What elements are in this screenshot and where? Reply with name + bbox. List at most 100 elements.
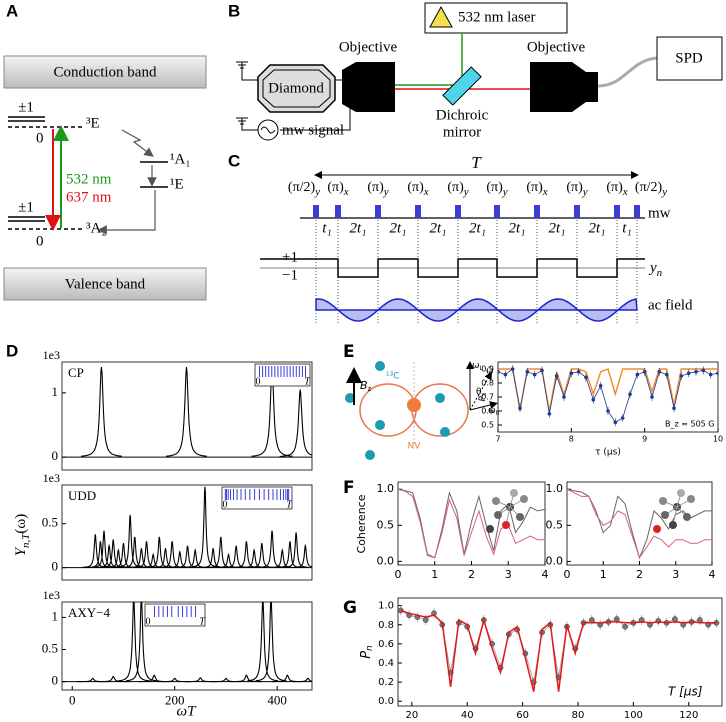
pulse-label: (π)x xyxy=(407,180,428,197)
plot-area xyxy=(398,605,720,692)
plot-frame xyxy=(566,481,713,566)
x-tick-label: 10 xyxy=(713,435,723,444)
peak xyxy=(279,389,312,458)
x-tick-label: 7 xyxy=(495,435,500,444)
pulse-angle: (π) xyxy=(367,180,384,195)
vector xyxy=(469,401,498,411)
reference-line xyxy=(398,488,545,559)
nv-center xyxy=(407,398,421,412)
pulse-label: (π)x xyxy=(606,180,627,197)
y-tick-label: 0.0 xyxy=(546,554,564,567)
objective-label: Objective xyxy=(527,39,586,55)
offset-label: 1e3 xyxy=(43,471,60,485)
inset-label: T xyxy=(286,499,293,510)
ac-field xyxy=(315,298,638,322)
data-point xyxy=(398,607,404,614)
level-label: 0 xyxy=(36,130,44,146)
y-tick-label: 0 xyxy=(52,559,59,574)
period-label: T xyxy=(471,153,482,172)
coupled-line xyxy=(398,488,545,559)
x-tick-label: 1 xyxy=(431,568,438,581)
data-point xyxy=(562,395,566,399)
plot-name: CP xyxy=(68,365,84,380)
peak xyxy=(255,602,287,682)
panel-a: A Conduction band Valence band ±1 0 ³E ±… xyxy=(3,1,207,301)
x-tick-label: 0 xyxy=(564,568,571,581)
y-axis-label: Px xyxy=(478,392,488,401)
coupled-line xyxy=(567,488,712,559)
x-axis-label: τ (μs) xyxy=(595,448,621,458)
excitation-label: 532 nm xyxy=(66,171,112,187)
peak xyxy=(165,367,208,457)
atom xyxy=(661,511,669,519)
inset-label: 0 xyxy=(256,376,261,387)
panel-label: D xyxy=(6,341,18,360)
x-tick-label: 40 xyxy=(461,710,474,721)
data-point xyxy=(696,617,703,623)
level-label: ±1 xyxy=(18,199,34,215)
plot-name: AXY−4 xyxy=(68,605,110,620)
y-tick-label: 0.0 xyxy=(378,696,394,707)
offset-label: 1e3 xyxy=(43,588,60,602)
pulse-angle: (π) xyxy=(486,180,503,195)
atom xyxy=(653,525,661,533)
peak xyxy=(117,514,144,568)
plot-area xyxy=(498,365,718,427)
level-label: +1 xyxy=(282,249,298,265)
y-tick-label: 0 xyxy=(52,448,59,463)
peak xyxy=(231,674,262,683)
panel-f: F Coherence xyxy=(343,478,368,554)
label-main: P xyxy=(478,396,488,402)
data-point xyxy=(547,412,552,416)
interval-label: 2t₁ xyxy=(549,220,566,236)
inset-label: 0 xyxy=(146,616,151,627)
offset-label: 1e3 xyxy=(43,348,60,362)
band-label: Valence band xyxy=(65,276,146,292)
y-tick-label: 1.0 xyxy=(546,482,564,495)
diamond-inner xyxy=(262,69,331,108)
peak xyxy=(185,677,216,683)
x-tick-label: 100 xyxy=(624,710,643,721)
data-point xyxy=(525,370,530,374)
y-tick-label: 0.6 xyxy=(481,407,494,416)
panel-label: E xyxy=(343,342,355,362)
diagram-label: θ xyxy=(476,388,482,398)
atom xyxy=(520,495,528,503)
atom xyxy=(659,497,667,505)
interval-label: 2t₁ xyxy=(469,220,486,236)
laser-box xyxy=(424,2,568,34)
atom xyxy=(687,495,695,503)
label-main: B xyxy=(360,379,368,392)
label-main: P xyxy=(359,651,374,659)
inset-label: T xyxy=(199,616,206,627)
y-tick-label: 0.5 xyxy=(42,641,58,656)
plot: 0 1 2 3 4 0.0 0.5 1.0 xyxy=(546,481,716,581)
x-tick-label: 400 xyxy=(267,693,287,708)
vector xyxy=(469,371,492,411)
y-tick-label: 1.0 xyxy=(378,601,394,612)
data-point xyxy=(635,372,640,377)
level-label: ±1 xyxy=(18,99,34,115)
pulse-angle: (π) xyxy=(447,180,464,195)
diagram-label: ωh xyxy=(488,406,500,417)
x-tick-label: 200 xyxy=(165,693,185,708)
atom xyxy=(492,497,500,505)
panel-label: C xyxy=(228,151,240,170)
data-point xyxy=(540,368,544,373)
data-point xyxy=(657,370,662,374)
x-tick-label: 80 xyxy=(572,710,585,721)
fiber xyxy=(597,56,658,88)
panel-e: E Bz ¹³C NV ωL ω̃ θ ωh Px τ (μs) B_z = 5… xyxy=(343,342,715,460)
interval-label: 2t₁ xyxy=(509,220,526,236)
inset-label: T xyxy=(304,376,311,387)
y-tick-label: 0.8 xyxy=(378,620,394,631)
pulse-angle: (π) xyxy=(606,180,623,195)
plot: 0 1 2 3 4 0.0 0.5 1.0 xyxy=(377,481,549,581)
pulse-label: (π/2)y xyxy=(635,180,667,197)
mw-circuit xyxy=(236,61,351,141)
label-main: Y xyxy=(13,546,29,556)
objective xyxy=(342,62,395,112)
peak xyxy=(97,675,129,683)
dichroic-label: mirror xyxy=(443,124,481,140)
